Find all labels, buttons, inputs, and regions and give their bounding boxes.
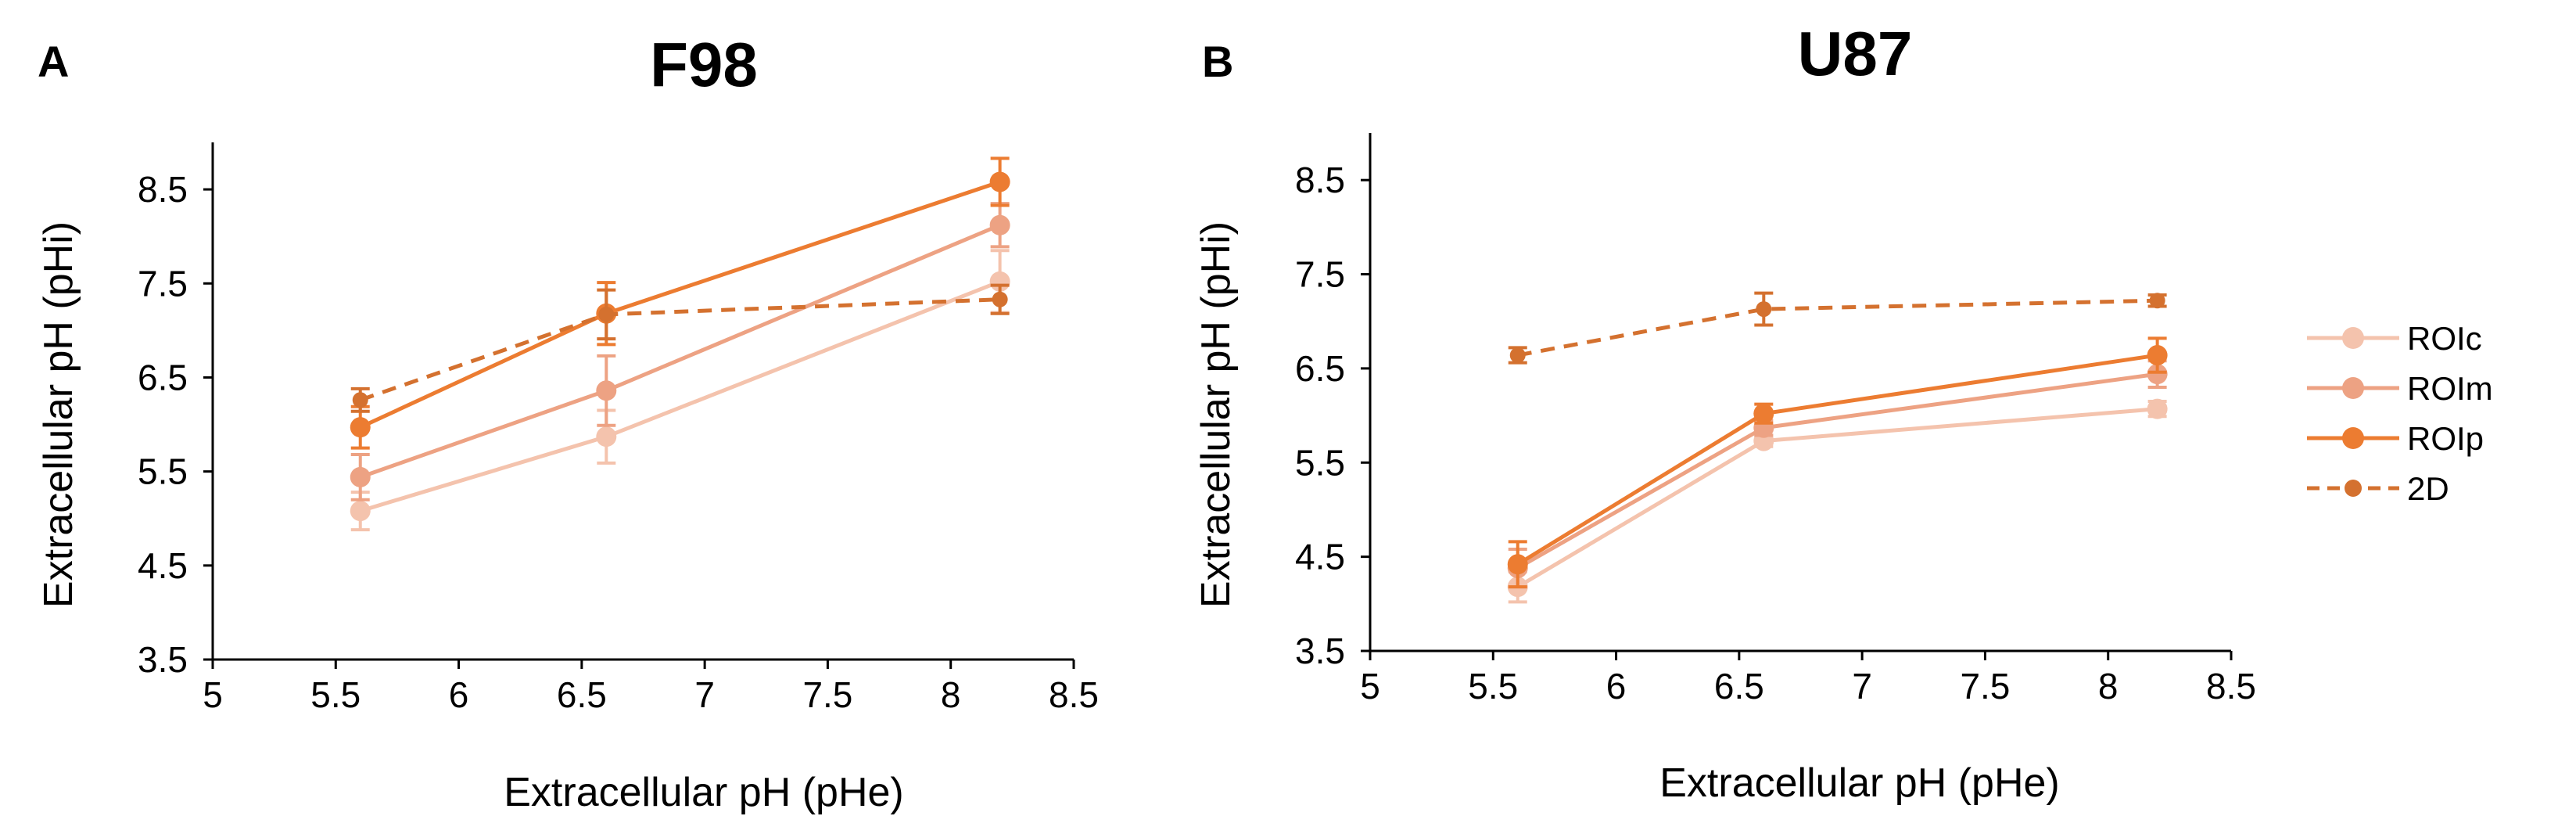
panel-b-series-roip-point [2147, 345, 2168, 366]
panel-b-series-roic-point [2147, 398, 2168, 419]
panel-a-x-tick-label: 5.5 [310, 674, 361, 715]
panel-a-y-axis-label: Extracellular pH (pHi) [36, 221, 81, 608]
panel-b-x-tick-label: 7 [1852, 666, 1872, 706]
panel-b-series-roip [1507, 336, 2168, 589]
panel-b-x-tick-label: 8 [2098, 666, 2119, 706]
panel-a-series-roim-point [596, 380, 617, 401]
legend-swatch-marker-roip [2342, 427, 2364, 449]
panel-b-series-2d-point [2149, 293, 2165, 309]
legend-item-roip: ROIp [2307, 420, 2484, 457]
panel-a-series-roip-line [359, 180, 1001, 430]
panel-b-x-axis-label: Extracellular pH (pHe) [1659, 760, 2060, 806]
panel-b-y-tick-label: 6.5 [1295, 348, 1345, 389]
legend-label-roim: ROIm [2407, 370, 2493, 407]
panel-a-series-roic-point [596, 426, 617, 448]
legend-swatch-marker-2d [2345, 480, 2362, 497]
panel-b-series-roim-point [2147, 364, 2168, 385]
panel-a-series-roic [350, 249, 1010, 532]
legend-item-roic: ROIc [2307, 320, 2482, 357]
panel-b-label: B [1202, 37, 1233, 86]
panel-a-series-2d-point [598, 306, 615, 322]
panel-a-series-roip-point [350, 417, 371, 438]
legend-label-roic: ROIc [2407, 320, 2482, 357]
panel-b-y-tick-label: 3.5 [1295, 631, 1345, 671]
panel-a-y-tick-label: 5.5 [138, 451, 188, 492]
panel-a-series-2d [350, 283, 1010, 413]
legend-item-roim: ROIm [2307, 370, 2493, 407]
panel-b-series-2d-point [1756, 301, 1772, 318]
panel-b-x-tick-label: 5 [1360, 666, 1380, 706]
legend-swatch-marker-roim [2342, 377, 2364, 399]
panel-b-y-axis-label-group: Extracellular pH (pHi) [1193, 221, 1239, 608]
panel-b-x-tick-label: 5.5 [1468, 666, 1518, 706]
panel-a-y-tick-label: 8.5 [138, 169, 188, 210]
panel-a-label: A [38, 37, 69, 86]
panel-b-series-2d [1508, 291, 2167, 365]
legend-swatch-marker-roic [2342, 327, 2364, 349]
panel-b-x-tick-label: 6.5 [1714, 666, 1764, 706]
panel-a-x-tick-label: 8 [941, 674, 961, 715]
panel-b-series-roic [1507, 398, 2168, 604]
panel-a-series-roic-line [360, 279, 1001, 513]
panel-b-series-roim [1507, 359, 2168, 589]
panel-a-y-tick-label: 4.5 [138, 545, 188, 586]
panel-a-y-tick-label: 3.5 [138, 639, 188, 680]
panel-b-series-2d-point [1509, 347, 1526, 364]
legend-label-2d: 2D [2407, 470, 2449, 507]
panel-a-x-tick-label: 6.5 [557, 674, 607, 715]
legend-item-2d: 2D [2307, 470, 2449, 507]
panel-a-f98-chart: A F98 Extracellular pH (pHi) Extracellul… [36, 30, 1099, 815]
panel-a-series-roim-point [350, 466, 371, 487]
panel-a-x-tick-label: 6 [449, 674, 469, 715]
panel-a-y-tick-label: 7.5 [138, 263, 188, 304]
panel-b-x-tick-label: 6 [1606, 666, 1627, 706]
panel-b-y-tick-label: 8.5 [1295, 160, 1345, 200]
legend-label-roip: ROIp [2407, 420, 2484, 457]
panel-b-y-tick-label: 4.5 [1295, 537, 1345, 577]
panel-b-x-tick-label: 7.5 [1960, 666, 2010, 706]
panel-a-x-tick-label: 8.5 [1049, 674, 1099, 715]
panel-b-y-axis-label: Extracellular pH (pHi) [1193, 221, 1239, 608]
panel-a-x-axis-label: Extracellular pH (pHe) [504, 770, 904, 815]
panel-b-title: U87 [1798, 19, 1913, 88]
panel-a-series-roip-point [989, 171, 1010, 192]
panel-a-series-roim-point [989, 214, 1010, 235]
panel-a-series-roim [350, 202, 1010, 501]
panel-b-series-roip-point [1753, 403, 1774, 424]
panel-a-y-axis-label-group: Extracellular pH (pHi) [36, 221, 81, 608]
panel-a-x-tick-label: 5 [203, 674, 223, 715]
panel-a-title: F98 [650, 30, 758, 99]
panel-b-series-roip-point [1507, 554, 1528, 575]
panel-b-x-tick-label: 8.5 [2206, 666, 2256, 706]
panel-b-y-tick-label: 5.5 [1295, 442, 1345, 483]
panel-b-u87-chart: B U87 Extracellular pH (pHi) Extracellul… [1193, 19, 2256, 806]
panel-a-series-2d-point [352, 392, 368, 408]
panel-a-x-tick-label: 7.5 [802, 674, 852, 715]
panel-a-x-tick-label: 7 [694, 674, 715, 715]
panel-b-series-2d-line [1517, 298, 2158, 358]
panel-a-series-roic-point [350, 501, 371, 522]
panel-a-series-roim-line [359, 223, 1001, 480]
panel-a-series-2d-point [992, 291, 1008, 307]
panel-b-series-roic-line [1516, 407, 2158, 589]
panel-a-y-tick-label: 6.5 [138, 357, 188, 397]
legend: ROIc ROIm ROIp 2D [2307, 320, 2493, 507]
panel-b-y-tick-label: 7.5 [1295, 254, 1345, 295]
